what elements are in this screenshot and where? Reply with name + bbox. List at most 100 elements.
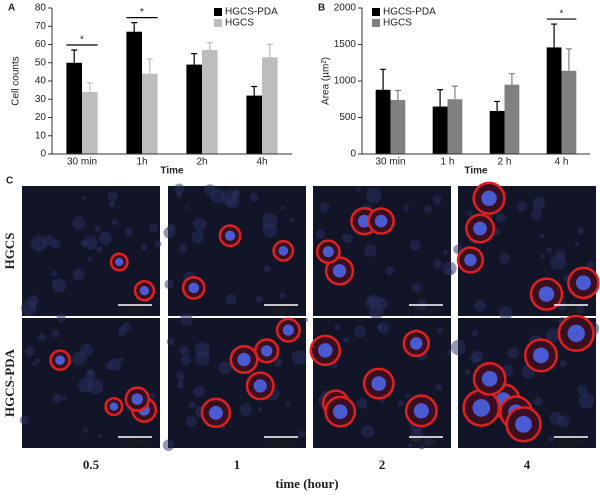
legend-label: HGCS	[225, 18, 254, 29]
y-tick-label: 70	[35, 21, 47, 32]
background-speckle	[52, 278, 67, 293]
background-speckle	[98, 231, 112, 245]
error-bar	[437, 89, 444, 107]
background-speckle	[188, 401, 196, 410]
background-speckle	[52, 393, 62, 403]
background-speckle	[442, 261, 457, 276]
y-tick-label: 2000	[334, 3, 357, 14]
nucleus	[131, 393, 144, 405]
background-speckle	[555, 249, 566, 260]
nucleus	[332, 404, 348, 420]
background-speckle	[559, 359, 568, 368]
bar	[186, 64, 202, 154]
background-speckle	[37, 333, 46, 342]
background-speckle	[34, 358, 41, 364]
error-bar	[380, 68, 387, 90]
nucleus	[253, 379, 267, 393]
scale-bar-label: 50µm	[122, 306, 147, 317]
background-speckle	[405, 393, 411, 398]
background-speckle	[179, 346, 190, 356]
y-tick-label: 60	[35, 39, 47, 50]
x-tick-label: 2h	[196, 157, 207, 168]
background-speckle	[191, 231, 204, 244]
nucleus	[260, 345, 273, 357]
x-tick-label: 4h	[256, 157, 267, 168]
background-speckle	[31, 361, 37, 367]
background-speckle	[531, 208, 543, 220]
bar	[246, 95, 262, 154]
nucleus	[481, 371, 498, 387]
background-speckle	[262, 222, 278, 238]
background-speckle	[174, 183, 185, 194]
background-speckle	[180, 355, 191, 366]
background-speckle	[334, 324, 341, 331]
background-speckle	[353, 325, 367, 338]
background-speckle	[98, 434, 103, 439]
background-speckle	[319, 202, 330, 213]
background-speckle	[62, 395, 68, 401]
background-speckle	[72, 216, 86, 230]
bar	[561, 70, 577, 154]
error-bar	[251, 85, 258, 96]
nucleus	[575, 275, 591, 291]
nucleus	[515, 415, 533, 433]
background-speckle	[111, 219, 118, 226]
y-tick-label: 500	[339, 112, 356, 123]
background-speckle	[540, 253, 546, 259]
background-speckle	[471, 330, 479, 337]
nucleus	[55, 355, 65, 365]
background-speckle	[194, 350, 210, 367]
background-speckle	[56, 313, 66, 323]
y-tick-label: 1500	[334, 39, 357, 50]
legend-label: HGCS-PDA	[225, 7, 278, 18]
background-speckle	[42, 235, 54, 246]
bar	[489, 110, 505, 154]
background-speckle	[107, 190, 118, 201]
background-speckle	[364, 244, 377, 257]
background-speckle	[179, 313, 193, 327]
significance-star: *	[80, 35, 84, 46]
panel-label: C	[6, 176, 13, 187]
background-speckle	[546, 328, 561, 343]
background-speckle	[178, 380, 183, 385]
nucleus	[282, 324, 294, 336]
background-speckle	[443, 250, 448, 256]
background-speckle	[474, 299, 486, 312]
background-speckle	[410, 429, 424, 443]
background-speckle	[343, 336, 350, 343]
background-speckle	[376, 323, 383, 330]
background-speckle	[140, 243, 148, 251]
background-speckle	[19, 415, 29, 425]
background-speckle	[263, 265, 271, 273]
x-tick-label: 30 min	[67, 157, 97, 168]
error-bar	[394, 89, 401, 100]
background-speckle	[279, 292, 286, 299]
background-speckle	[471, 350, 484, 363]
background-speckle	[516, 201, 527, 212]
scale-bar-label: 50µm	[122, 438, 147, 449]
y-tick-label: 80	[35, 3, 47, 14]
nucleus	[567, 324, 585, 343]
background-speckle	[341, 234, 346, 239]
error-bar	[191, 53, 198, 65]
scale-bar-label: 50µm	[558, 306, 583, 317]
error-bar	[565, 48, 572, 71]
background-speckle	[578, 393, 595, 409]
background-speckle	[85, 370, 96, 381]
legend-swatch	[214, 8, 222, 16]
background-speckle	[149, 223, 159, 233]
background-speckle	[51, 270, 58, 277]
legend-swatch	[372, 19, 380, 27]
nucleus	[533, 347, 549, 364]
background-speckle	[176, 191, 183, 199]
error-bar	[266, 43, 273, 58]
nucleus	[332, 264, 347, 278]
error-bar	[71, 49, 78, 63]
error-bar	[494, 100, 501, 111]
nucleus	[357, 214, 371, 228]
background-speckle	[162, 439, 175, 451]
error-bar	[206, 42, 213, 50]
bar	[432, 106, 448, 154]
scale-bar-label: 50µm	[268, 306, 293, 317]
scale-bar-label: 50µm	[558, 438, 583, 449]
